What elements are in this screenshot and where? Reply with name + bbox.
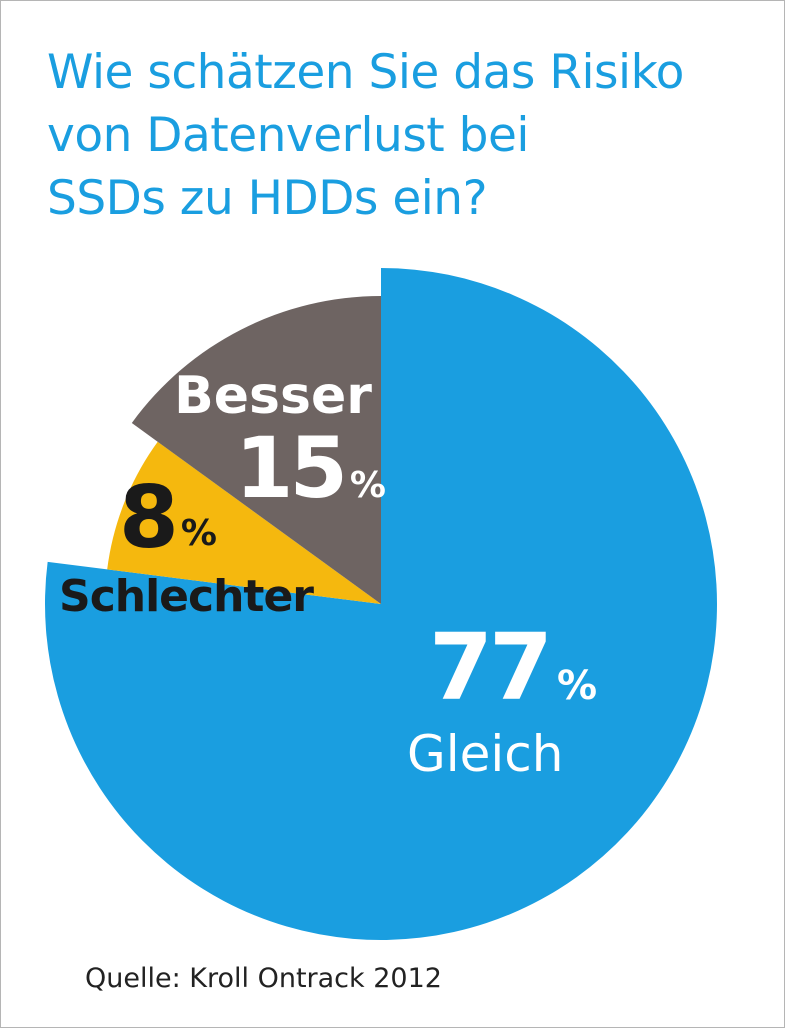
- slice-value-schlechter: 8%: [119, 468, 217, 568]
- source-note: Quelle: Kroll Ontrack 2012: [85, 963, 442, 994]
- slice-value-gleich: 77%: [429, 614, 597, 721]
- slice-value-besser: 15%: [235, 419, 386, 517]
- slice-value-schlechter-unit: %: [181, 513, 217, 554]
- pie-slices: [45, 268, 718, 940]
- slice-value-besser-unit: %: [350, 465, 386, 506]
- slice-value-gleich-number: 77: [429, 614, 549, 721]
- slice-label-schlechter: Schlechter: [59, 571, 314, 622]
- slice-label-gleich: Gleich: [407, 725, 563, 783]
- pie-labels: Besser 15% 8% Schlechter 77% Gleich: [59, 366, 597, 783]
- title-line-3: SSDs zu HDDs ein?: [47, 171, 488, 226]
- pie-slice-besser: [131, 296, 381, 604]
- slice-value-besser-number: 15: [235, 419, 344, 517]
- slice-value-gleich-unit: %: [557, 663, 597, 709]
- chart-title: Wie schätzen Sie das Risiko von Datenver…: [47, 41, 767, 230]
- pie-slice-schlechter: [107, 441, 382, 604]
- title-line-1: Wie schätzen Sie das Risiko: [47, 45, 684, 100]
- title-line-2: von Datenverlust bei: [47, 108, 530, 163]
- slice-value-schlechter-number: 8: [119, 468, 179, 568]
- pie-slice-gleich: [45, 268, 718, 940]
- slice-label-besser: Besser: [174, 366, 372, 426]
